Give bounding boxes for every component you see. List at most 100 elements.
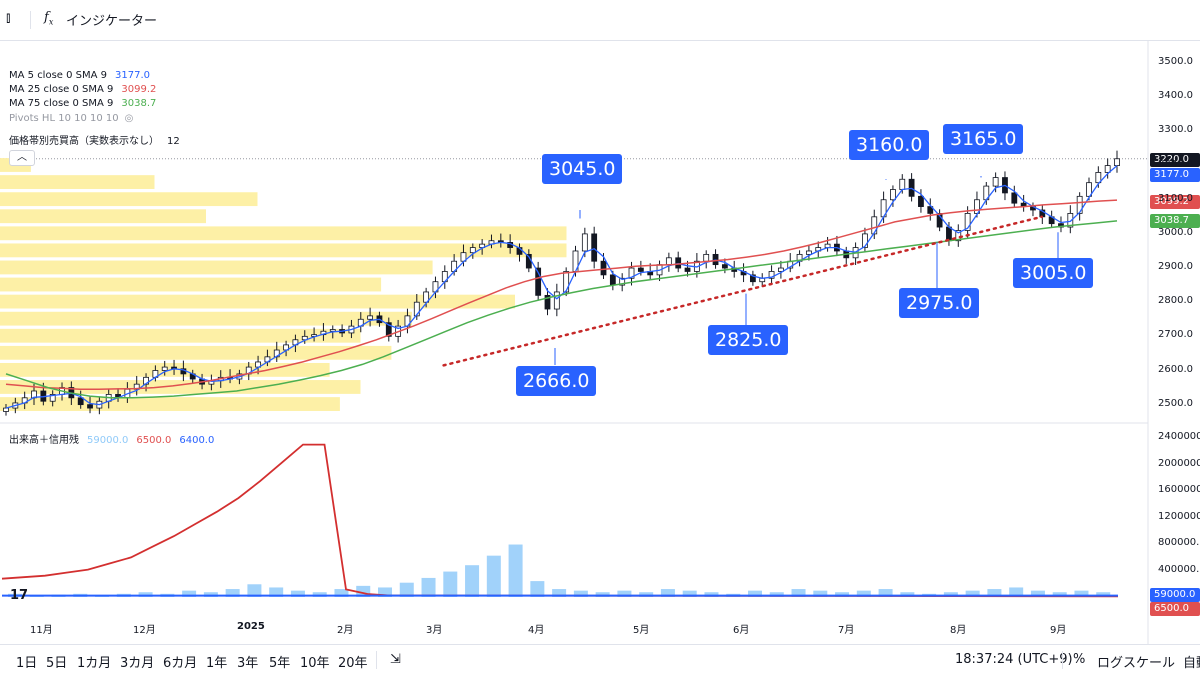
callout-2825: 2825.0 (708, 325, 789, 355)
candle-body (749, 274, 756, 283)
volume-profile-bar (0, 260, 433, 275)
time-axis-label: 2025 (237, 621, 265, 632)
collapse-legend-button[interactable]: ︿ (9, 150, 35, 166)
volume-profile-bar (0, 226, 567, 241)
volume-bar (356, 585, 371, 597)
range-1d[interactable]: 1日 (16, 656, 38, 671)
ma5-price-tag: 3177.0 (1150, 168, 1200, 182)
log-scale-toggle[interactable]: ログスケール (1097, 656, 1176, 671)
volume-bar (530, 581, 545, 597)
volume-bar (660, 589, 675, 597)
legend-ma5[interactable]: MA 5 close 0 SMA 9 3177.0 (9, 70, 151, 81)
volume-bar (443, 571, 458, 597)
volume-profile-bar (0, 311, 412, 326)
volume-profile-bar (0, 380, 361, 394)
auto-scale-toggle[interactable]: 自動 (1183, 656, 1200, 671)
volume-profile-bar (0, 328, 361, 343)
range-3y[interactable]: 3年 (237, 656, 259, 671)
tradingview-logo[interactable]: 𝟭𝟳 (10, 588, 29, 603)
candle-body (161, 366, 168, 371)
candle-body (806, 250, 812, 255)
candle-body (946, 226, 952, 242)
legend-ma5-value: 3177.0 (115, 70, 151, 81)
volume-bar (813, 590, 828, 597)
volume-axis-label: 2400000.0 (1158, 431, 1200, 442)
candle-body (721, 264, 728, 269)
candle-body (619, 277, 626, 286)
candle-body (899, 178, 906, 190)
volume-profile-bar (0, 192, 258, 207)
price-axis-label: 3300.0 (1158, 124, 1193, 136)
range-10y[interactable]: 10年 (300, 656, 330, 671)
price-axis-label: 2600.0 (1158, 363, 1193, 375)
price-axis-label: 2900.0 (1158, 261, 1193, 273)
range-1y[interactable]: 1年 (206, 656, 228, 671)
ma25-price-tag: 3099.2 (1150, 195, 1200, 209)
price-axis-label: 3100.0 (1158, 192, 1193, 204)
volume-profile-bar (0, 277, 382, 292)
candle-type-icon[interactable]: ⫾ (6, 10, 11, 26)
callout-3045: 3045.0 (542, 154, 623, 184)
indicators-button[interactable]: インジケーター (66, 14, 158, 29)
volume-bar (1030, 590, 1045, 597)
top-toolbar: ⫾ fx インジケーター (0, 0, 1200, 41)
support-trendline (442, 215, 1043, 367)
callout-2975: 2975.0 (899, 288, 980, 318)
candle-body (684, 267, 691, 272)
percent-toggle[interactable]: % (1073, 652, 1086, 667)
volume-profile-bar (0, 175, 155, 189)
candle-body (1095, 172, 1102, 184)
volume-price-tag: 59000.0 (1150, 588, 1200, 602)
volume-bar (182, 590, 197, 597)
volume-bar (247, 584, 262, 597)
candle-body (385, 322, 392, 337)
volume-bar (791, 589, 806, 597)
margin-buy-line (1, 443, 1119, 598)
candle-body (609, 274, 616, 286)
legend-volume-profile[interactable]: 価格帯別売買高（実数表示なし） 12 (9, 136, 180, 147)
range-3m[interactable]: 3カ月 (120, 656, 155, 671)
range-20y[interactable]: 20年 (338, 656, 368, 671)
candle-body (581, 233, 588, 252)
goto-date-icon[interactable]: ⇲ (390, 652, 401, 667)
candle-body (3, 407, 9, 412)
separator (1062, 651, 1063, 669)
range-5d[interactable]: 5日 (46, 656, 68, 671)
time-axis-label: 9月 (1050, 625, 1067, 636)
legend-ma75[interactable]: MA 75 close 0 SMA 9 3038.7 (9, 98, 157, 109)
range-6m[interactable]: 6カ月 (163, 656, 198, 671)
volume-bar (878, 589, 893, 597)
candle-body (703, 253, 710, 262)
bottom-toolbar: 1日 5日 1カ月 3カ月 6カ月 1年 3年 5年 10年 20年 ⇲ 18:… (0, 644, 1200, 676)
volume-bar (225, 589, 240, 597)
candle-body (87, 404, 93, 409)
chevron-up-icon: ︿ (17, 152, 27, 163)
volume-axis-label: 1600000.0 (1158, 484, 1200, 495)
candle-body (1011, 192, 1018, 204)
hide-eye-icon[interactable]: ◎ (124, 113, 134, 124)
clock-time[interactable]: 18:37:24 (UTC+9) (955, 652, 1073, 667)
volume-bar (421, 577, 436, 597)
candle-body (413, 301, 420, 317)
volume-bar (465, 565, 480, 597)
range-1m[interactable]: 1カ月 (77, 656, 112, 671)
volume-bar (1074, 590, 1089, 597)
candle-body (563, 271, 570, 293)
candle-body (1104, 165, 1111, 173)
price-chart[interactable] (0, 40, 1200, 644)
legend-ma25[interactable]: MA 25 close 0 SMA 9 3099.2 (9, 84, 157, 95)
range-5y[interactable]: 5年 (269, 656, 291, 671)
separator (376, 651, 377, 669)
volume-axis-label: 1200000.0 (1158, 510, 1200, 522)
candle-body (367, 315, 374, 320)
legend-pivots[interactable]: Pivots HL 10 10 10 10 ◎ (9, 113, 134, 124)
legend-volume[interactable]: 出来高＋信用残 59000.0 6500.0 6400.0 (9, 435, 215, 446)
indicators-icon[interactable]: fx (44, 10, 54, 27)
volume-bar (290, 590, 305, 597)
volume-axis-label: 400000.0 (1158, 563, 1200, 575)
callout-3005: 3005.0 (1013, 258, 1094, 288)
candle-body (535, 267, 542, 296)
volume-bar (269, 587, 284, 597)
candle-body (423, 291, 430, 303)
volume-bar (1009, 587, 1024, 597)
